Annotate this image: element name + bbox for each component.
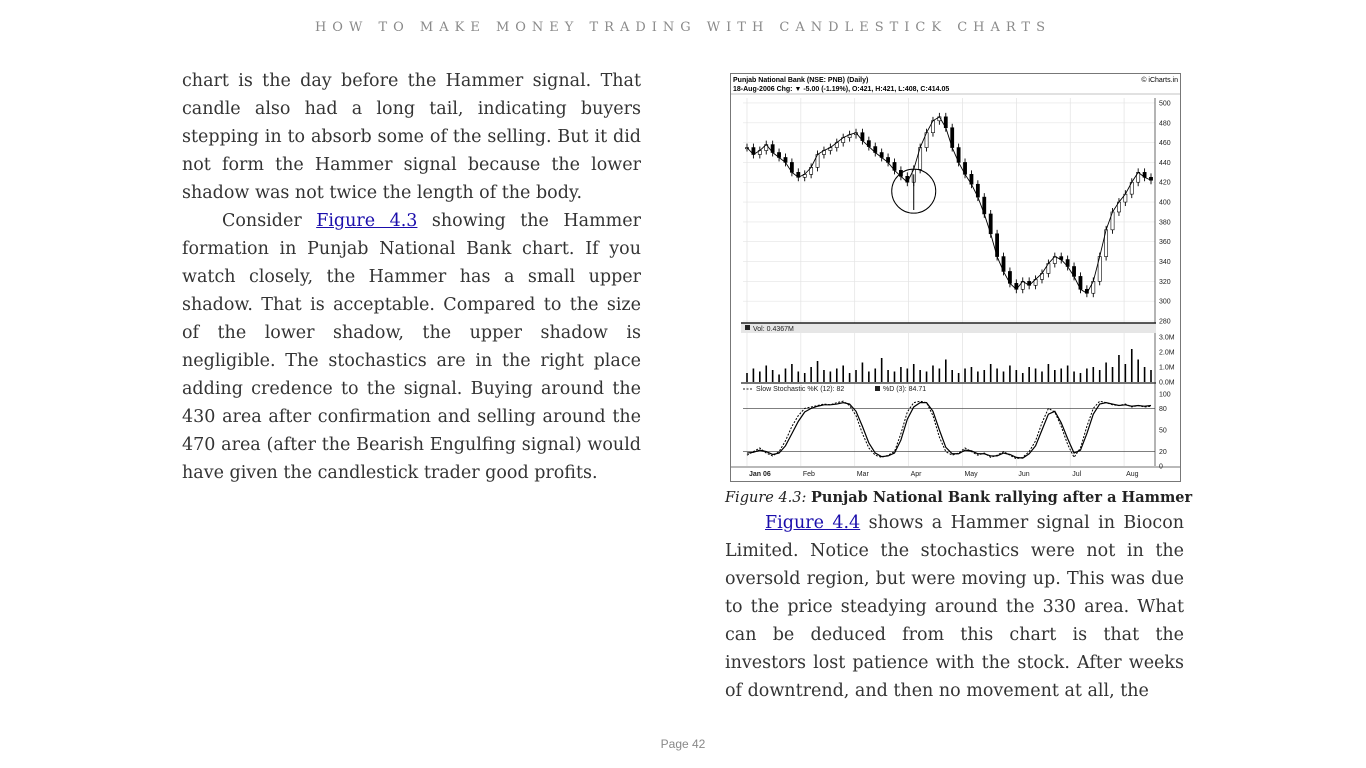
figure-4-3-chart: Punjab National Bank (NSE: PNB) (Daily) …: [730, 73, 1181, 482]
stochastic-d-line: [746, 402, 1152, 459]
stochastic-tick-label: 20: [1159, 449, 1167, 456]
price-tick-label: 300: [1159, 299, 1171, 306]
volume-label: Vol: 0.4367M: [753, 326, 794, 333]
chart-title: Punjab National Bank (NSE: PNB) (Daily): [733, 77, 868, 84]
caption-title: Punjab National Bank rallying after a Ha…: [811, 489, 1193, 506]
price-tick-label: 320: [1159, 279, 1171, 286]
chart-watermark: © iCharts.in: [1141, 76, 1178, 84]
x-tick-label: May: [964, 471, 978, 478]
price-tick-label: 360: [1159, 239, 1171, 246]
price-tick-label: 480: [1159, 120, 1171, 127]
stochastic-tick-label: 80: [1159, 406, 1167, 413]
price-tick-label: 460: [1159, 140, 1171, 147]
price-tick-label: 380: [1159, 219, 1171, 226]
paragraph-continuation: chart is the day before the Hammer signa…: [182, 71, 641, 203]
running-header: HOW TO MAKE MONEY TRADING WITH CANDLESTI…: [314, 20, 1052, 35]
x-tick-label: Jan 06: [749, 471, 771, 478]
x-tick-label: Mar: [857, 471, 870, 478]
paragraph-text: shows a Hammer signal in Biocon Limited.…: [725, 513, 1185, 701]
page-number: Page 42: [660, 737, 706, 751]
x-tick-label: Aug: [1126, 471, 1139, 478]
price-tick-label: 280: [1159, 319, 1171, 326]
x-tick-label: Jul: [1072, 471, 1081, 478]
paragraph-text: showing the Hammer formation in Punjab N…: [182, 211, 641, 483]
chart-subtitle: 18-Aug-2006 Chg: ▼ -5.00 (-1.19%), O:421…: [733, 86, 949, 93]
x-tick-label: Jun: [1018, 471, 1029, 478]
price-tick-label: 340: [1159, 259, 1171, 266]
figure-4-3-link[interactable]: Figure 4.3: [316, 211, 418, 231]
volume-tick-label: 3.0M: [1159, 335, 1175, 342]
candlestick-chart: Punjab National Bank (NSE: PNB) (Daily) …: [731, 74, 1180, 481]
paragraph-figure-4-3: Consider Figure 4.3 showing the Hammer f…: [182, 207, 641, 487]
price-tick-label: 500: [1159, 100, 1171, 107]
hammer-circle: [891, 168, 937, 214]
left-text-column: chart is the day before the Hammer signa…: [182, 67, 641, 487]
paragraph-text: Consider: [222, 211, 317, 231]
x-tick-label: Feb: [803, 471, 815, 478]
volume-tick-label: 0.0M: [1159, 380, 1175, 387]
price-tick-label: 440: [1159, 160, 1171, 167]
stochastic-k-label: Slow Stochastic %K (12): 82: [756, 386, 844, 393]
stochastic-d-label: %D (3): 84.71: [883, 386, 926, 393]
stochastic-k-line: [746, 400, 1152, 460]
price-tick-label: 400: [1159, 200, 1171, 207]
x-tick-label: Apr: [911, 471, 923, 478]
right-text-column: Figure 4.4 shows a Hammer signal in Bioc…: [725, 509, 1184, 705]
volume-tick-label: 1.0M: [1159, 365, 1175, 372]
stochastic-tick-label: 50: [1159, 428, 1167, 435]
figure-caption: Figure 4.3: Punjab National Bank rallyin…: [725, 489, 1192, 506]
volume-tick-label: 2.0M: [1159, 350, 1175, 357]
figure-4-4-link[interactable]: Figure 4.4: [765, 513, 861, 533]
caption-label: Figure 4.3:: [725, 490, 807, 506]
paragraph-figure-4-4: Figure 4.4 shows a Hammer signal in Bioc…: [725, 509, 1184, 705]
price-line: [746, 116, 1152, 294]
price-tick-label: 420: [1159, 180, 1171, 187]
stochastic-tick-label: 100: [1159, 392, 1171, 399]
